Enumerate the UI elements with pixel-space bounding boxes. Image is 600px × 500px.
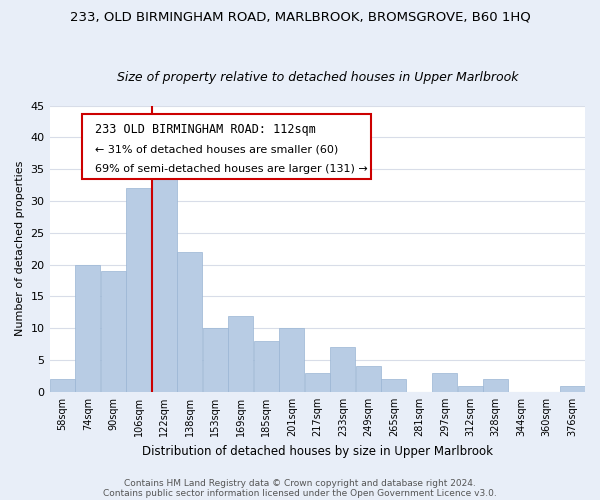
Bar: [101, 271, 126, 392]
Text: 233, OLD BIRMINGHAM ROAD, MARLBROOK, BROMSGROVE, B60 1HQ: 233, OLD BIRMINGHAM ROAD, MARLBROOK, BRO…: [70, 10, 530, 23]
Bar: [279, 328, 304, 392]
Text: 69% of semi-detached houses are larger (131) →: 69% of semi-detached houses are larger (…: [95, 164, 368, 174]
Bar: [203, 328, 228, 392]
Text: Contains public sector information licensed under the Open Government Licence v3: Contains public sector information licen…: [103, 488, 497, 498]
Bar: [228, 316, 253, 392]
Bar: [483, 379, 508, 392]
Text: 233 OLD BIRMINGHAM ROAD: 112sqm: 233 OLD BIRMINGHAM ROAD: 112sqm: [95, 122, 316, 136]
X-axis label: Distribution of detached houses by size in Upper Marlbrook: Distribution of detached houses by size …: [142, 444, 493, 458]
Bar: [254, 341, 279, 392]
FancyBboxPatch shape: [82, 114, 371, 178]
Bar: [126, 188, 151, 392]
Bar: [381, 379, 406, 392]
Title: Size of property relative to detached houses in Upper Marlbrook: Size of property relative to detached ho…: [116, 70, 518, 84]
Bar: [75, 264, 100, 392]
Bar: [177, 252, 202, 392]
Text: ← 31% of detached houses are smaller (60): ← 31% of detached houses are smaller (60…: [95, 144, 338, 154]
Bar: [50, 379, 75, 392]
Text: Contains HM Land Registry data © Crown copyright and database right 2024.: Contains HM Land Registry data © Crown c…: [124, 478, 476, 488]
Bar: [356, 366, 381, 392]
Bar: [432, 373, 457, 392]
Bar: [152, 176, 177, 392]
Bar: [305, 373, 330, 392]
Y-axis label: Number of detached properties: Number of detached properties: [15, 161, 25, 336]
Bar: [330, 348, 355, 392]
Bar: [458, 386, 483, 392]
Bar: [560, 386, 585, 392]
